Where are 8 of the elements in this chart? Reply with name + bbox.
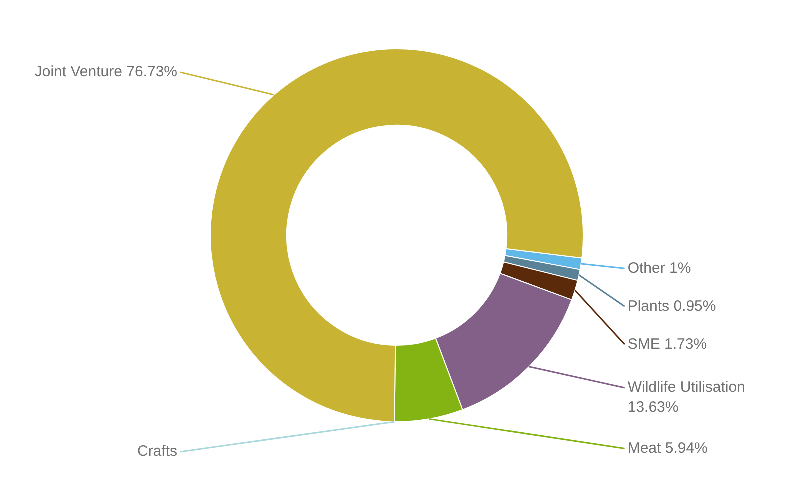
slice-label: Plants 0.95% (628, 298, 716, 315)
category-label: Crafts (137, 443, 178, 460)
data-label: 13.63% (628, 399, 679, 416)
slice-label: Meat 5.94% (628, 440, 708, 457)
slice-label: Wildlife Utilisation (628, 379, 746, 396)
slice-label: SME 1.73% (628, 336, 708, 353)
slice-label: Other 1% (628, 260, 692, 277)
slice-label: Joint Venture 76.73% (34, 64, 178, 81)
